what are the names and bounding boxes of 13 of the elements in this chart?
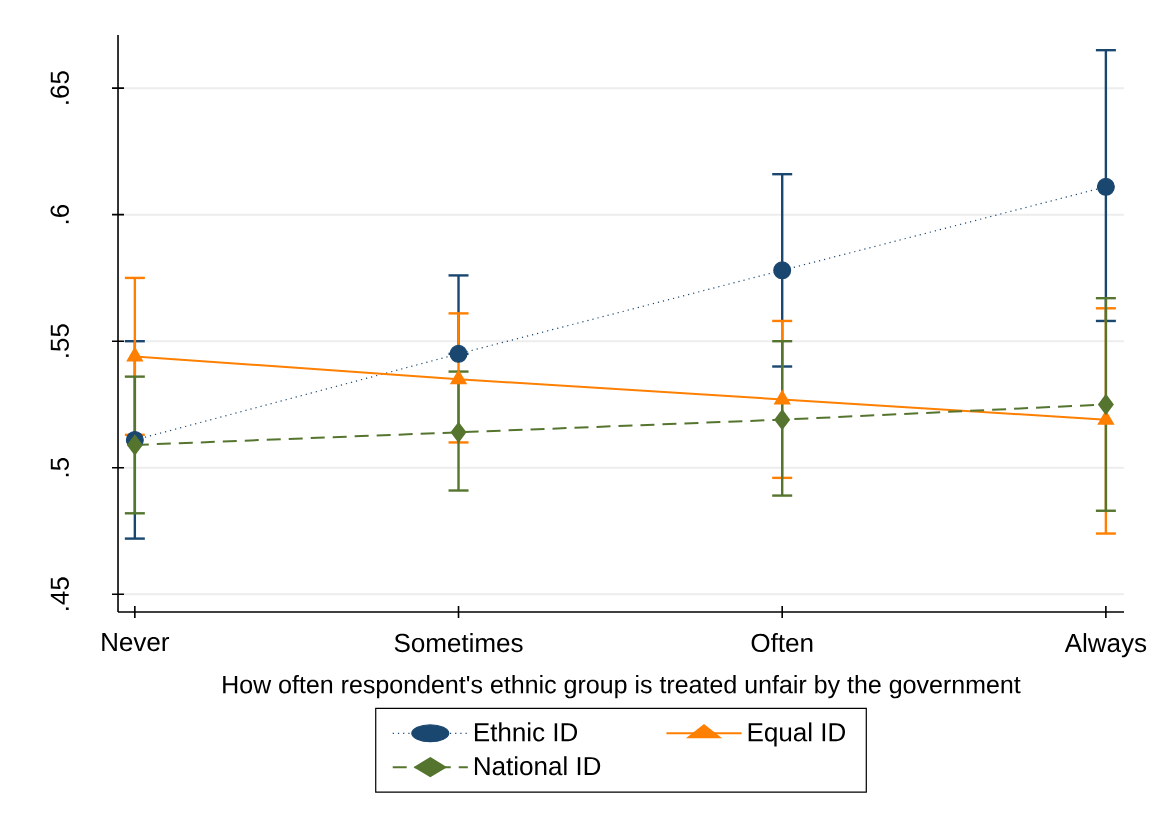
- y-tick-label: .45: [50, 577, 69, 610]
- x-tick-label: Often: [751, 633, 813, 653]
- x-tick-label: Always: [1064, 633, 1147, 658]
- x-tick-label: Never: [102, 633, 170, 652]
- y-tick-label: .55: [50, 324, 69, 357]
- legend-label: Ethnic ID: [474, 722, 578, 742]
- y-tick-label: .6: [50, 204, 69, 224]
- y-tick-label: .5: [50, 457, 69, 477]
- x-tick-label: Sometimes: [394, 633, 523, 653]
- legend-label: National ID: [474, 756, 601, 776]
- y-tick-label: .65: [50, 71, 69, 104]
- legend-label: Equal ID: [748, 722, 846, 747]
- x-axis-title: How often respondent's ethnic group is treated unfair by the government: [223, 675, 1021, 699]
